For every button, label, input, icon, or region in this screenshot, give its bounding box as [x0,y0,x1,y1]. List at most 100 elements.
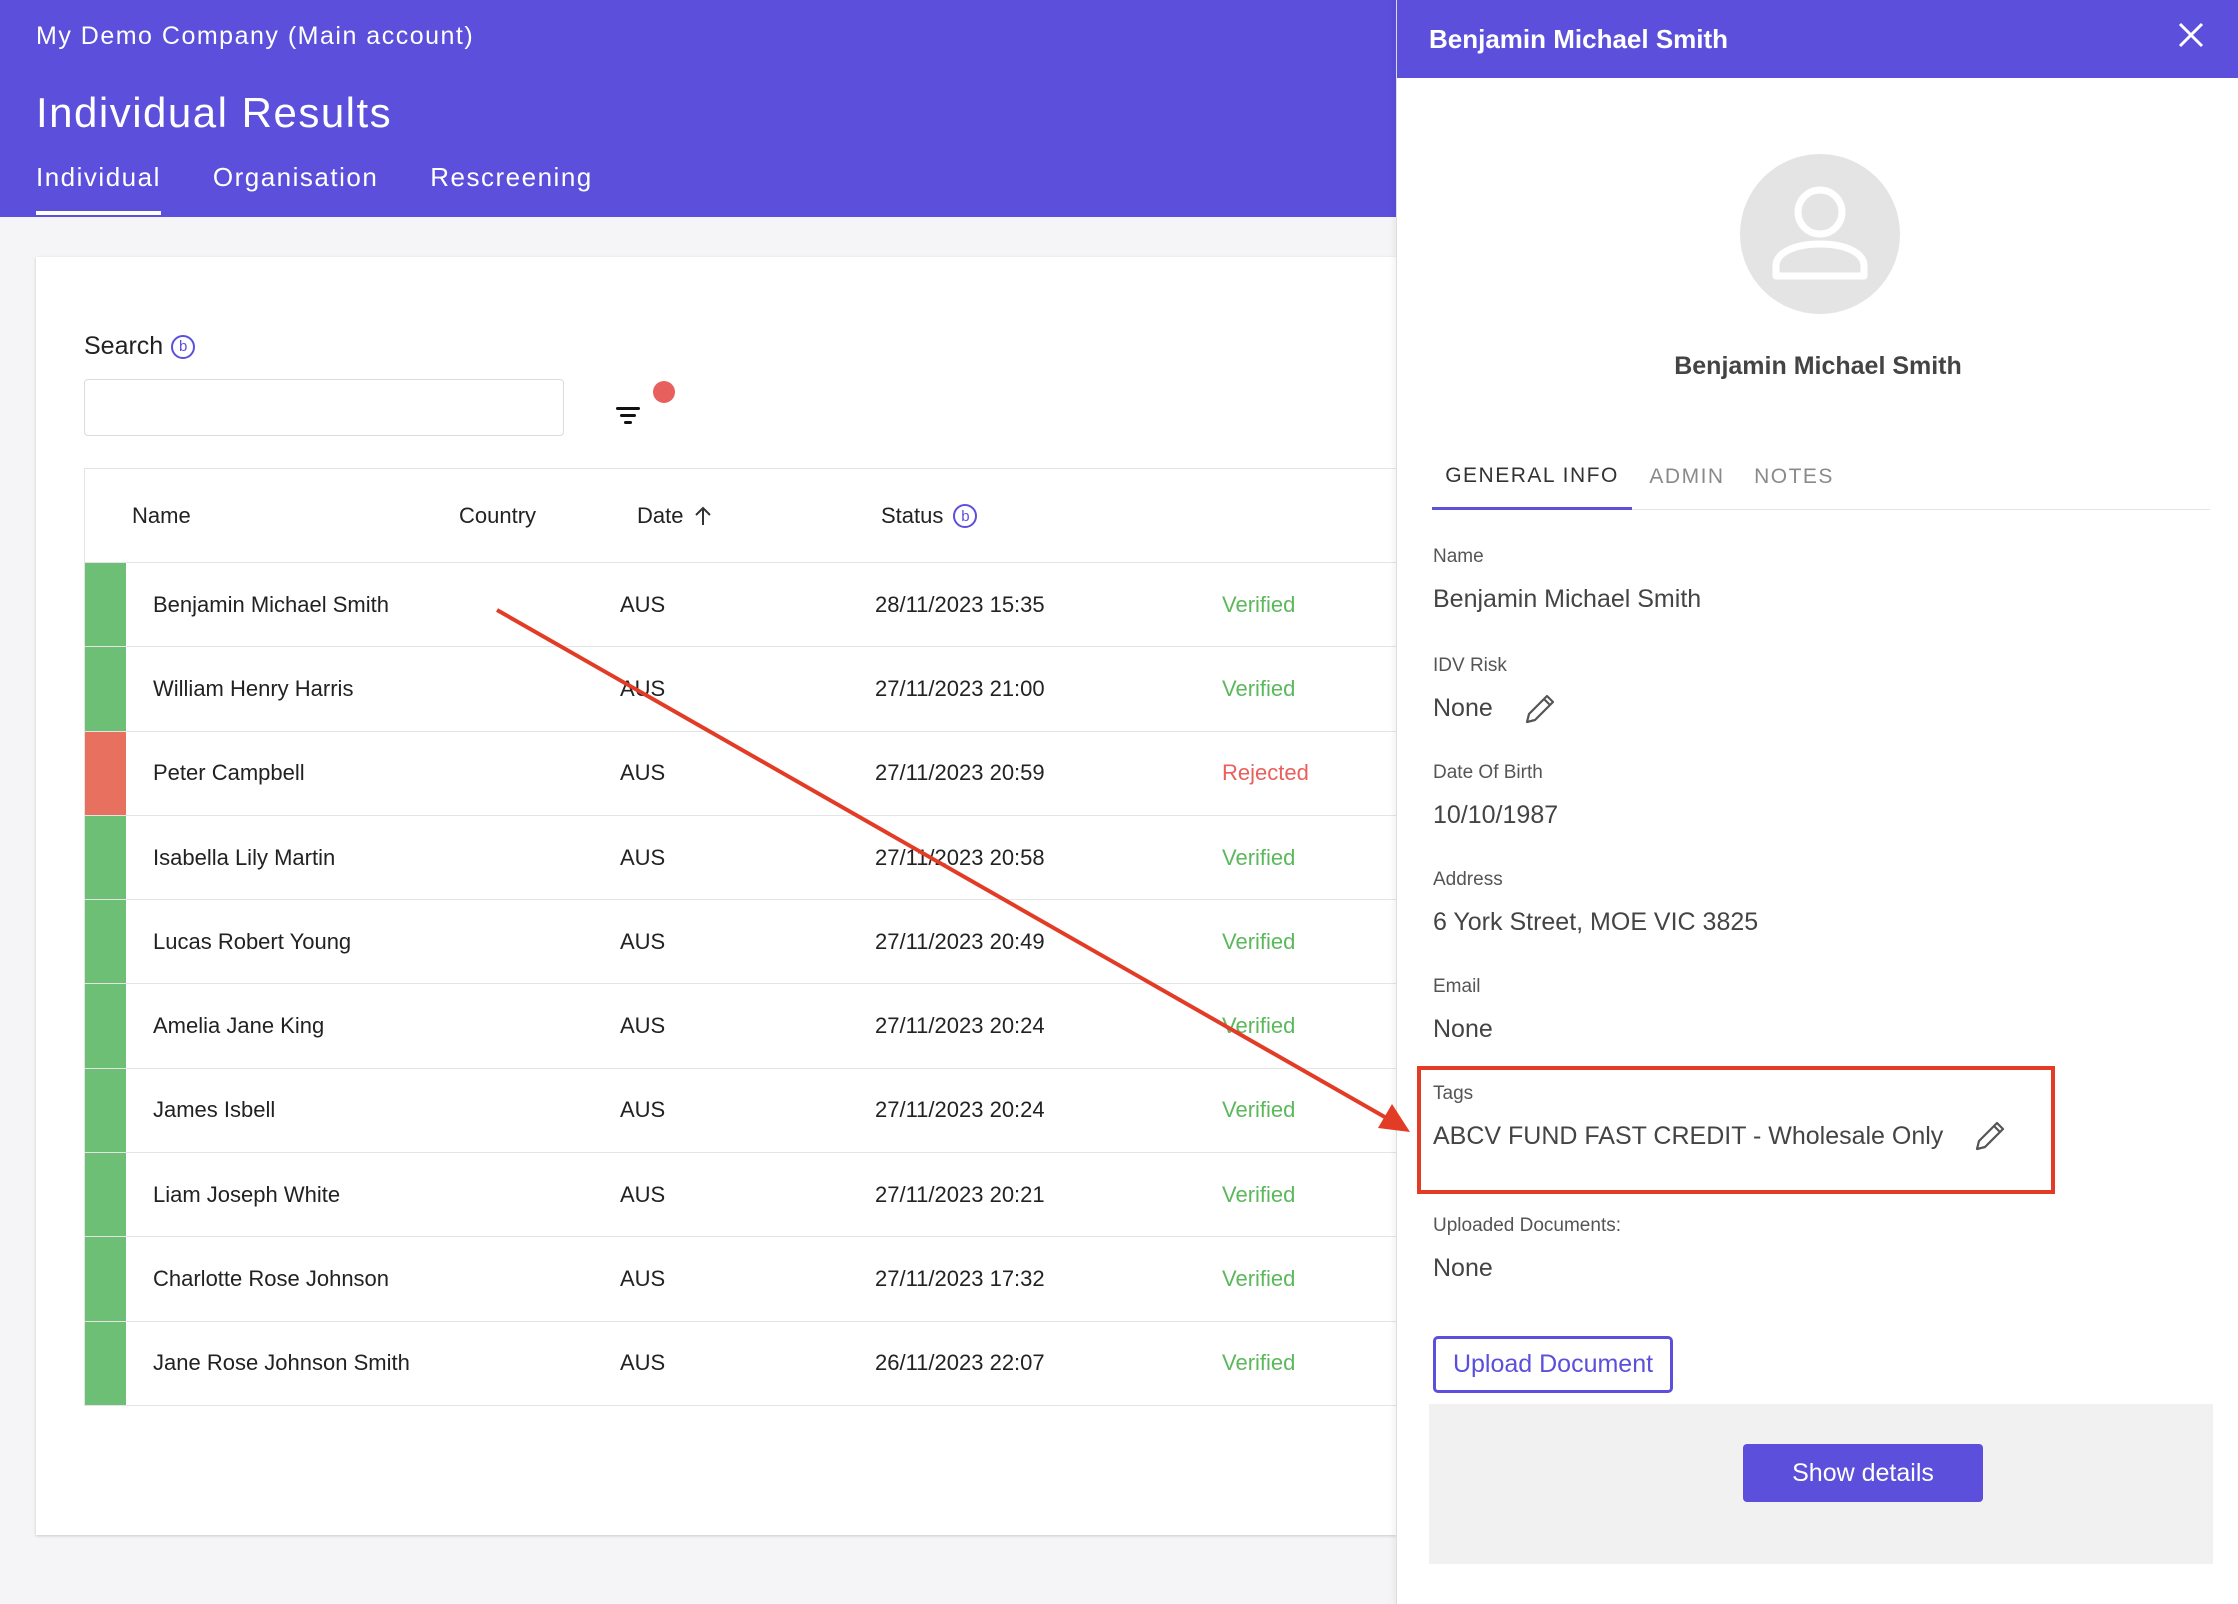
row-country: AUS [620,1181,666,1207]
row-status: Verified [1222,675,1296,701]
row-name: James Isbell [153,1097,276,1123]
status-flag [85,815,126,900]
row-date: 27/11/2023 20:24 [875,1097,1045,1123]
address-value: 6 York Street, MOE VIC 3825 [1433,908,1759,936]
page-title: Individual Results [36,89,393,136]
tab-notes[interactable]: NOTES [1754,465,1834,488]
table-row[interactable]: Liam Joseph White AUS 27/11/2023 20:21 Veri… [85,1153,1396,1238]
row-status: Verified [1222,1097,1296,1123]
row-status: Verified [1222,844,1296,870]
status-flag [85,1237,126,1321]
tab-rescreening[interactable]: Rescreening [430,162,593,192]
row-country: AUS [620,1097,666,1123]
email-label: Email [1433,976,1481,997]
tags-value: ABCV FUND FAST CREDIT - Wholesale Only [1433,1122,1944,1150]
column-header-status-label: Status [881,503,944,528]
filter-active-badge [653,381,675,403]
row-name: Charlotte Rose Johnson [153,1266,390,1292]
column-header-country-label: Country [459,503,537,528]
drawer-header: Benjamin Michael Smith [1397,0,2238,78]
status-flag [85,1321,126,1405]
row-date: 27/11/2023 20:24 [875,1013,1045,1039]
row-date: 27/11/2023 20:21 [875,1181,1045,1207]
tab-admin[interactable]: ADMIN [1649,465,1725,488]
name-label: Name [1433,546,1484,567]
filter-button[interactable] [616,379,676,439]
dob-label: Date Of Birth [1433,762,1543,783]
table-row[interactable]: Isabella Lily Martin AUS 27/11/2023 20:58 V… [85,815,1396,901]
tags-label: Tags [1433,1083,1474,1104]
row-status: Verified [1222,1350,1296,1376]
table-row[interactable]: Amelia Jane King AUS 27/11/2023 20:24 Verif… [85,984,1396,1069]
info-icon[interactable]: b [171,334,196,359]
row-status: Verified [1222,1013,1296,1039]
show-details-button[interactable]: Show details [1743,1444,1983,1502]
column-header-name[interactable]: Name [132,469,191,563]
search-label-text: Search [84,332,164,360]
edit-idv-risk-pencil-icon[interactable] [1521,690,1559,728]
address-label: Address [1433,869,1503,890]
table-row[interactable]: William Henry Harris AUS 27/11/2023 21:00 V… [85,647,1396,732]
row-name: Peter Campbell [153,760,305,786]
email-value: None [1433,1015,1493,1043]
row-date: 27/11/2023 21:00 [875,675,1045,701]
status-flag [85,563,126,647]
row-name: Liam Joseph White [153,1181,341,1207]
column-header-name-label: Name [132,503,191,528]
info-icon[interactable]: b [953,504,978,528]
uploaded-documents-value: None [1433,1254,1493,1282]
row-date: 28/11/2023 15:35 [875,591,1045,617]
avatar [1740,154,1900,314]
row-name: Isabella Lily Martin [153,844,336,870]
details-drawer: Benjamin Michael Smith Benjamin Michael … [1396,0,2238,1604]
company-name[interactable]: My Demo Company (Main account) [36,22,475,50]
column-header-country[interactable]: Country [459,469,536,563]
column-header-date[interactable]: Date [637,469,713,563]
table-row[interactable]: Benjamin Michael Smith AUS 28/11/2023 15:3… [85,563,1396,648]
column-header-date-label: Date [637,503,684,528]
row-country: AUS [620,928,666,954]
table-row[interactable]: Charlotte Rose Johnson AUS 27/11/2023 17:3… [85,1237,1396,1322]
upload-document-button[interactable]: Upload Document [1433,1336,1673,1393]
row-status: Verified [1222,928,1296,954]
table-row[interactable]: Lucas Robert Young AUS 27/11/2023 20:49 Ver… [85,900,1396,985]
search-label: Search b [84,332,196,361]
status-flag [85,731,126,815]
row-country: AUS [620,591,666,617]
column-header-status[interactable]: Status b [881,469,978,563]
dob-value: 10/10/1987 [1433,801,1559,829]
row-country: AUS [620,1350,666,1376]
row-status: Rejected [1222,760,1309,786]
row-date: 27/11/2023 20:49 [875,928,1045,954]
table-row[interactable]: Peter Campbell AUS 27/11/2023 20:59 Rejecte… [85,731,1396,816]
status-flag [85,900,126,984]
row-date: 27/11/2023 20:59 [875,760,1045,786]
row-name: Lucas Robert Young [153,928,352,954]
idv-risk-label: IDV Risk [1433,655,1507,676]
idv-risk-value: None [1433,694,1493,722]
tab-individual[interactable]: Individual [36,162,161,215]
close-icon[interactable] [2174,18,2208,52]
table-row[interactable]: Jane Rose Johnson Smith AUS 26/11/2023 22:… [85,1321,1396,1406]
search-input[interactable] [84,379,564,436]
results-table: Name Country Date Status b Benjamin Mich… [84,468,1396,1406]
drawer-tabs: GENERAL INFO ADMIN NOTES [1432,444,2210,510]
table-body: Benjamin Michael Smith AUS 28/11/2023 15:3… [85,563,1396,1406]
results-card: Search b Name Country Date Status b [36,257,1396,1535]
row-date: 27/11/2023 17:32 [875,1266,1045,1292]
row-country: AUS [620,1013,666,1039]
row-name: William Henry Harris [153,675,354,701]
row-status: Verified [1222,1181,1296,1207]
drawer-title: Benjamin Michael Smith [1429,24,1729,54]
row-status: Verified [1222,591,1296,617]
profile-name: Benjamin Michael Smith [1674,352,1962,380]
table-header: Name Country Date Status b [85,469,1396,563]
row-status: Verified [1222,1266,1296,1292]
tab-organisation[interactable]: Organisation [212,162,379,192]
row-country: AUS [620,760,666,786]
tab-general-info[interactable]: GENERAL INFO [1432,444,1632,510]
edit-tags-pencil-icon[interactable] [1971,1117,2009,1155]
row-date: 26/11/2023 22:07 [875,1350,1045,1376]
uploaded-documents-label: Uploaded Documents: [1433,1215,1621,1236]
table-row[interactable]: James Isbell AUS 27/11/2023 20:24 Verified [85,1068,1396,1154]
